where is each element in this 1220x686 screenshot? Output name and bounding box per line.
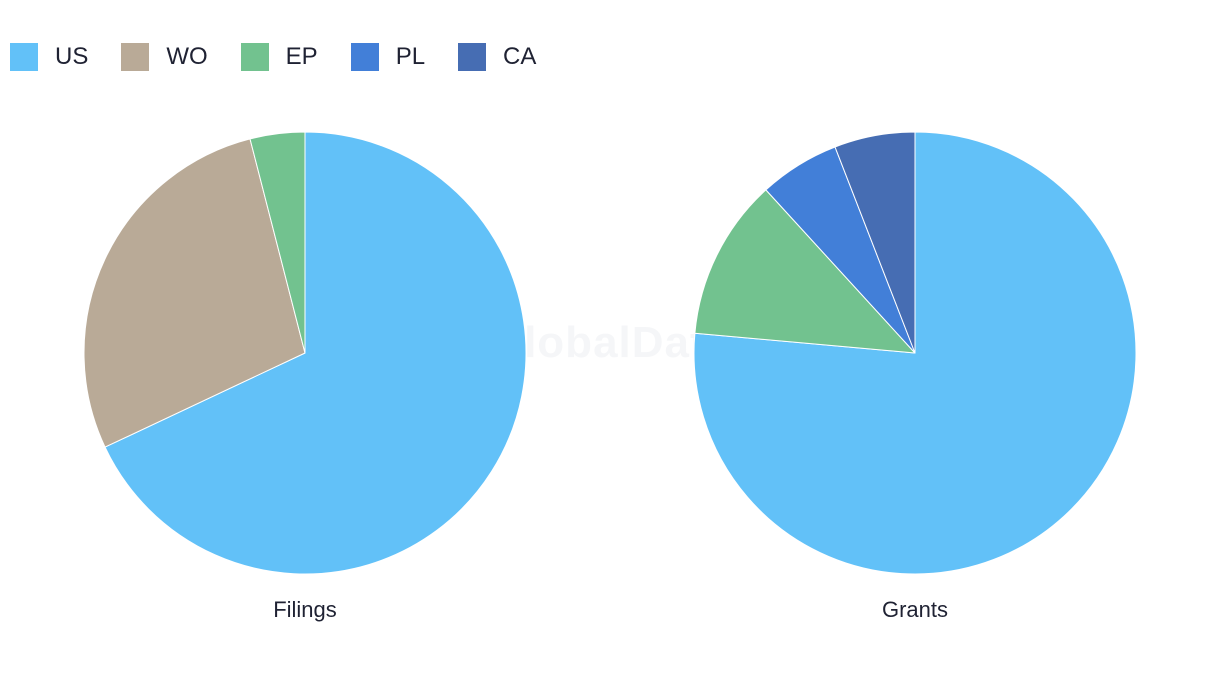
legend-label-pl: PL <box>395 43 426 70</box>
legend-label-us: US <box>55 43 89 70</box>
watermark: GlobalData <box>488 318 732 367</box>
legend-item-pl[interactable]: PL <box>350 43 426 71</box>
legend-item-ca[interactable]: CA <box>458 43 536 71</box>
pie-slice-filings-wo[interactable] <box>83 138 306 448</box>
legend-label-ca: CA <box>503 43 537 70</box>
legend-item-us[interactable]: US <box>10 43 88 71</box>
pie-title-grants: Grants <box>881 597 949 622</box>
legend-swatch-pl <box>350 43 379 71</box>
legend-item-wo[interactable]: WO <box>121 43 208 71</box>
pie-chart-grants <box>693 131 1137 575</box>
pie-slice-grants-ca[interactable] <box>834 131 916 354</box>
legend-swatch-us <box>10 43 38 71</box>
legend-swatch-wo <box>121 43 150 71</box>
legend-swatch-ca <box>458 43 487 71</box>
pie-title-filings: Filings <box>273 597 337 622</box>
pie-slice-filings-ep[interactable] <box>249 131 306 354</box>
legend-item-ep[interactable]: EP <box>240 43 318 71</box>
pie-slice-filings-us[interactable] <box>104 131 527 575</box>
legend-label-ep: EP <box>285 43 318 70</box>
legend-swatch-ep <box>240 43 269 71</box>
legend-label-wo: WO <box>166 43 208 70</box>
pie-chart-filings <box>83 131 527 575</box>
chart-legend: US WO EP PL CA <box>10 42 569 72</box>
pie-slice-grants-ep[interactable] <box>694 189 916 354</box>
